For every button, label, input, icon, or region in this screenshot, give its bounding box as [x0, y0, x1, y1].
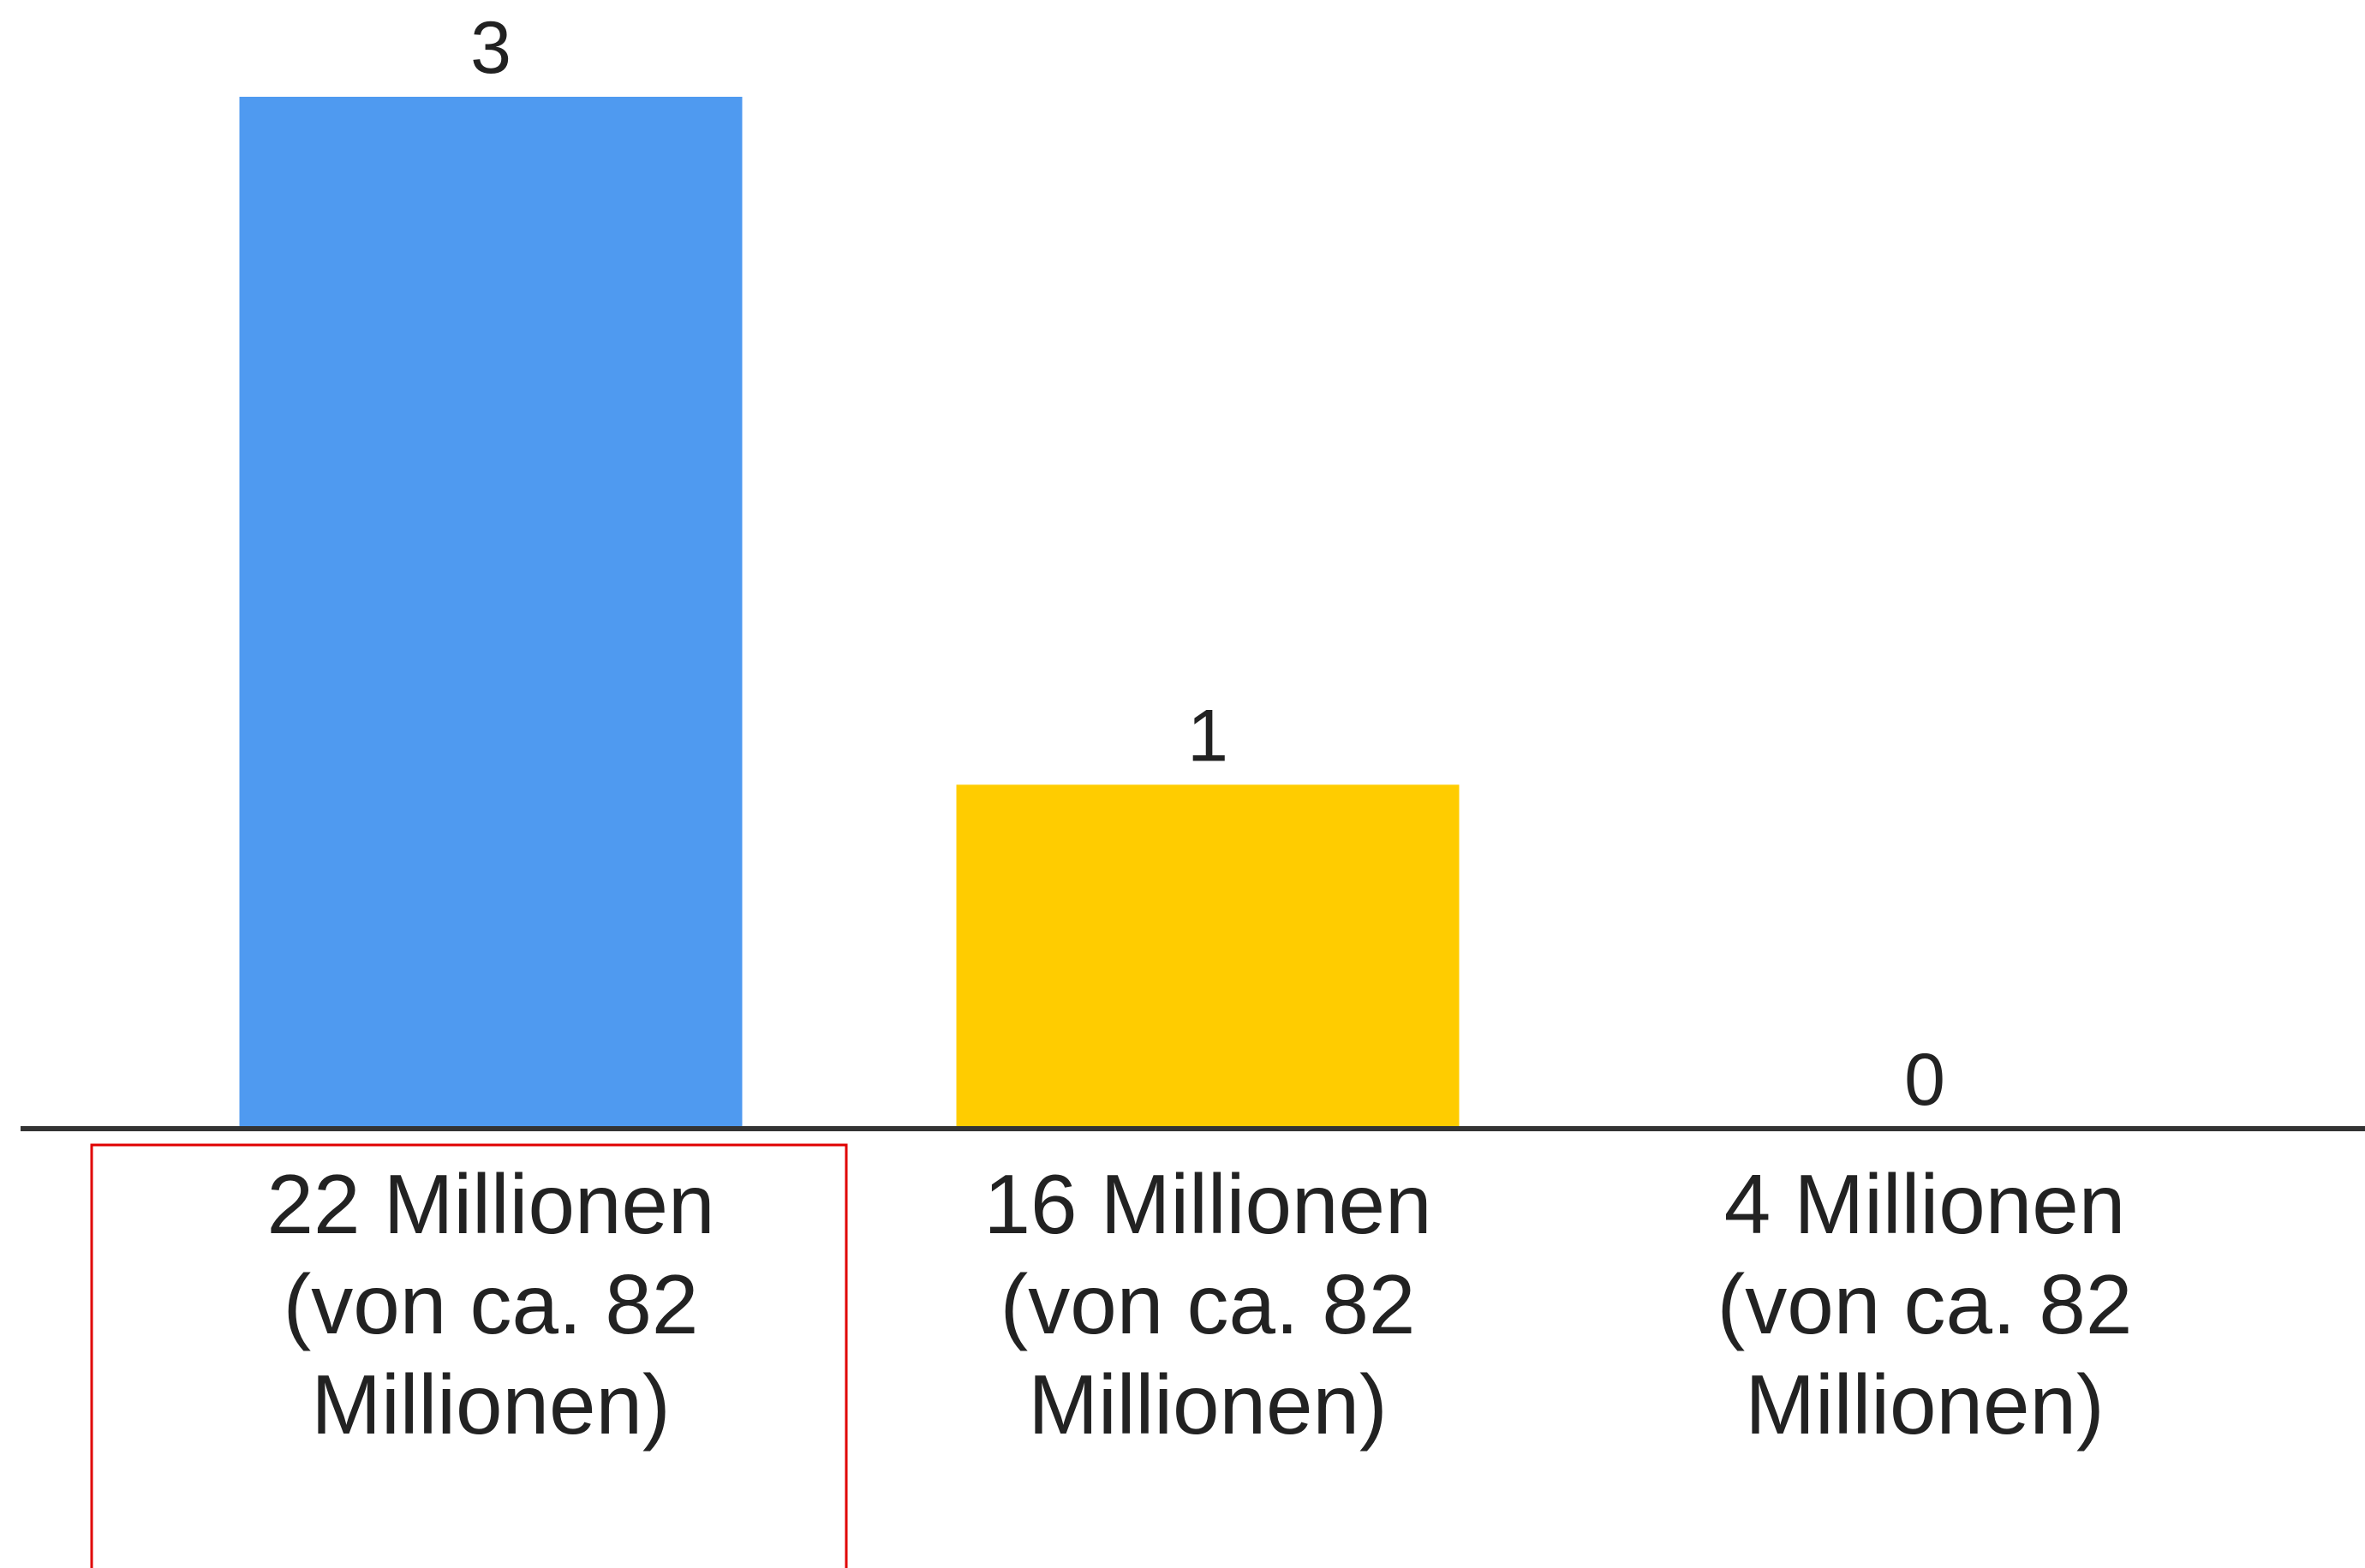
data-label-1: 1 [1187, 695, 1228, 777]
category-label-1-line-0: 16 Millionen [984, 1157, 1432, 1251]
bar-0 [239, 97, 743, 1129]
value-labels-group: 3 1 0 [470, 7, 1945, 1121]
bar-1 [956, 784, 1460, 1129]
bars-group [239, 97, 1460, 1129]
category-label-2: 4 Millionen (von ca. 82 Millionen) [1717, 1157, 2133, 1452]
category-label-1-line-2: Millionen) [1028, 1357, 1387, 1452]
category-label-0-line-0: 22 Millionen [267, 1157, 715, 1251]
category-label-0-line-2: Millionen) [311, 1357, 670, 1452]
category-label-0-line-1: (von ca. 82 [284, 1257, 699, 1351]
category-label-2-line-1: (von ca. 82 [1717, 1257, 2133, 1351]
category-labels-group: 22 Millionen (von ca. 82 Millionen)16 Mill… [267, 1157, 2133, 1452]
category-label-2-line-0: 4 Millionen [1724, 1157, 2125, 1251]
category-label-1-line-1: (von ca. 82 [1000, 1257, 1416, 1351]
data-label-0: 3 [470, 7, 511, 89]
highlight-box [90, 1143, 848, 1568]
category-label-0: 22 Millionen (von ca. 82 Millionen) [267, 1157, 715, 1452]
category-label-2-line-2: Millionen) [1745, 1357, 2104, 1452]
category-label-1: 16 Millionen (von ca. 82 Millionen) [984, 1157, 1432, 1452]
data-label-2: 0 [1904, 1039, 1945, 1121]
